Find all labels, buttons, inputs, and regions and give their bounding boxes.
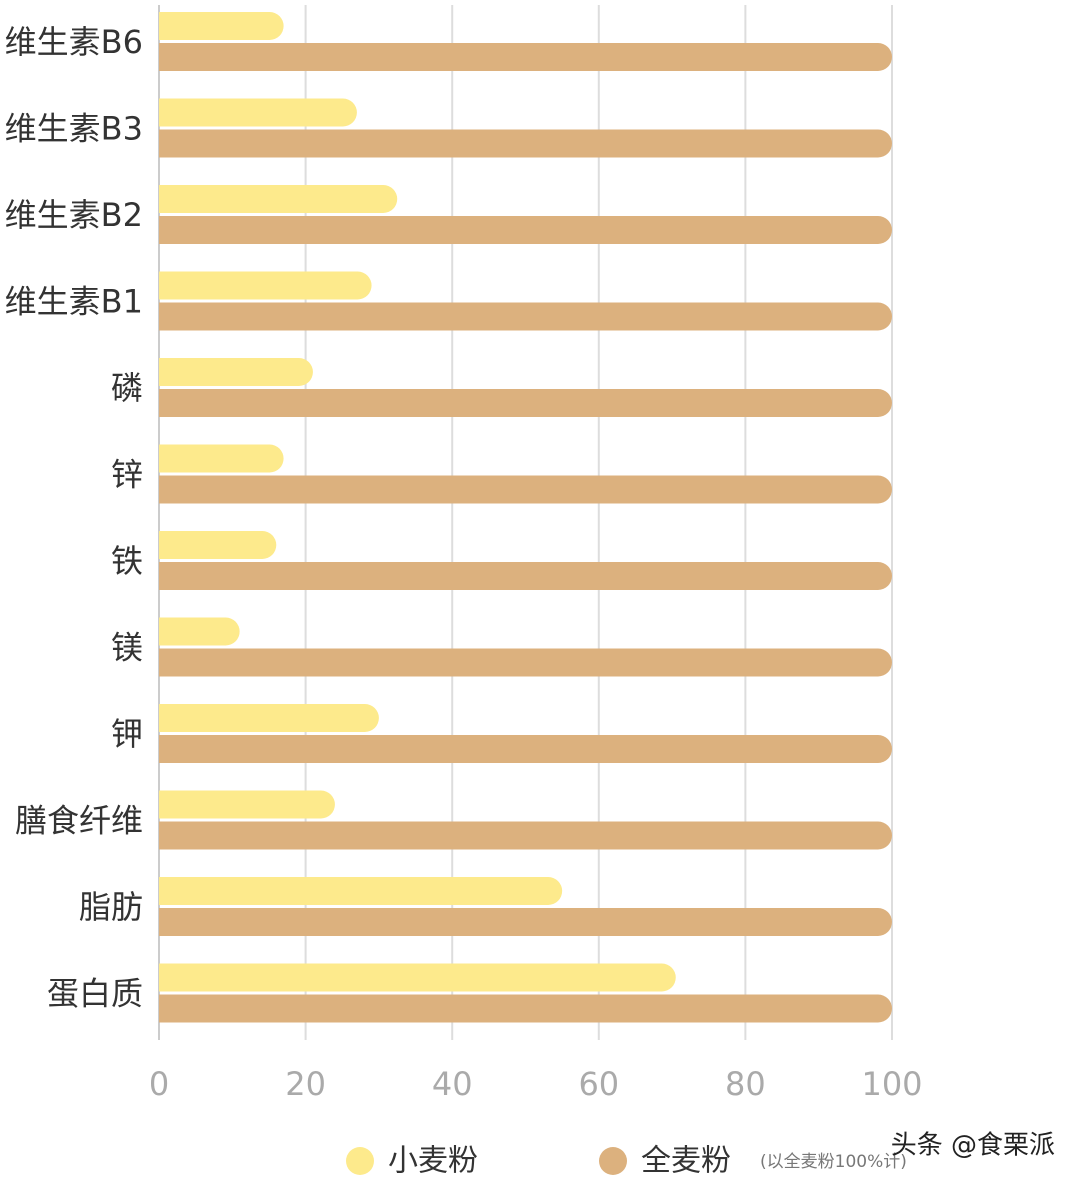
bar — [159, 617, 240, 646]
bar — [159, 704, 379, 732]
bar — [159, 216, 892, 244]
y-tick-label: 维生素B3 — [5, 110, 143, 148]
y-tick-label: 膳食纤维 — [15, 802, 143, 840]
bar — [159, 185, 398, 213]
legend-note: (以全麦粉100%计) — [760, 1152, 907, 1172]
bar — [159, 790, 335, 819]
bar — [159, 908, 892, 936]
y-tick-label: 钾 — [111, 715, 143, 753]
y-tick-label: 维生素B2 — [5, 196, 143, 234]
bar — [159, 444, 284, 473]
y-tick-label: 蛋白质 — [47, 975, 143, 1013]
legend-label: 小麦粉 — [388, 1144, 478, 1179]
bar — [159, 129, 892, 158]
legend-label: 全麦粉 — [641, 1144, 731, 1179]
bar — [159, 302, 892, 331]
bar — [159, 475, 892, 504]
bar — [159, 12, 284, 40]
bar — [159, 98, 357, 127]
bar — [159, 821, 892, 850]
legend-swatch — [599, 1147, 627, 1175]
x-tick-label: 60 — [578, 1065, 619, 1103]
x-tick-label: 40 — [432, 1065, 473, 1103]
bar — [159, 358, 313, 386]
y-tick-label: 维生素B6 — [5, 23, 143, 61]
y-tick-label: 维生素B1 — [5, 283, 143, 321]
x-tick-label: 100 — [861, 1065, 922, 1103]
y-tick-label: 磷 — [111, 369, 143, 407]
legend-swatch — [346, 1147, 374, 1175]
bar — [159, 562, 892, 590]
y-tick-label: 镁 — [111, 629, 143, 667]
watermark: 头条 @食栗派 — [891, 1131, 1055, 1161]
bar — [159, 994, 892, 1023]
bar — [159, 877, 563, 905]
y-tick-label: 锌 — [111, 456, 143, 494]
bar — [159, 271, 372, 300]
bar — [159, 963, 676, 992]
x-tick-label: 20 — [285, 1065, 326, 1103]
y-tick-label: 脂肪 — [79, 888, 143, 926]
bar — [159, 735, 892, 763]
x-tick-label: 0 — [149, 1065, 169, 1103]
y-tick-label: 铁 — [111, 542, 143, 580]
x-tick-label: 80 — [725, 1065, 766, 1103]
bar — [159, 648, 892, 677]
bar — [159, 43, 892, 71]
bar — [159, 531, 277, 559]
bar — [159, 389, 892, 417]
